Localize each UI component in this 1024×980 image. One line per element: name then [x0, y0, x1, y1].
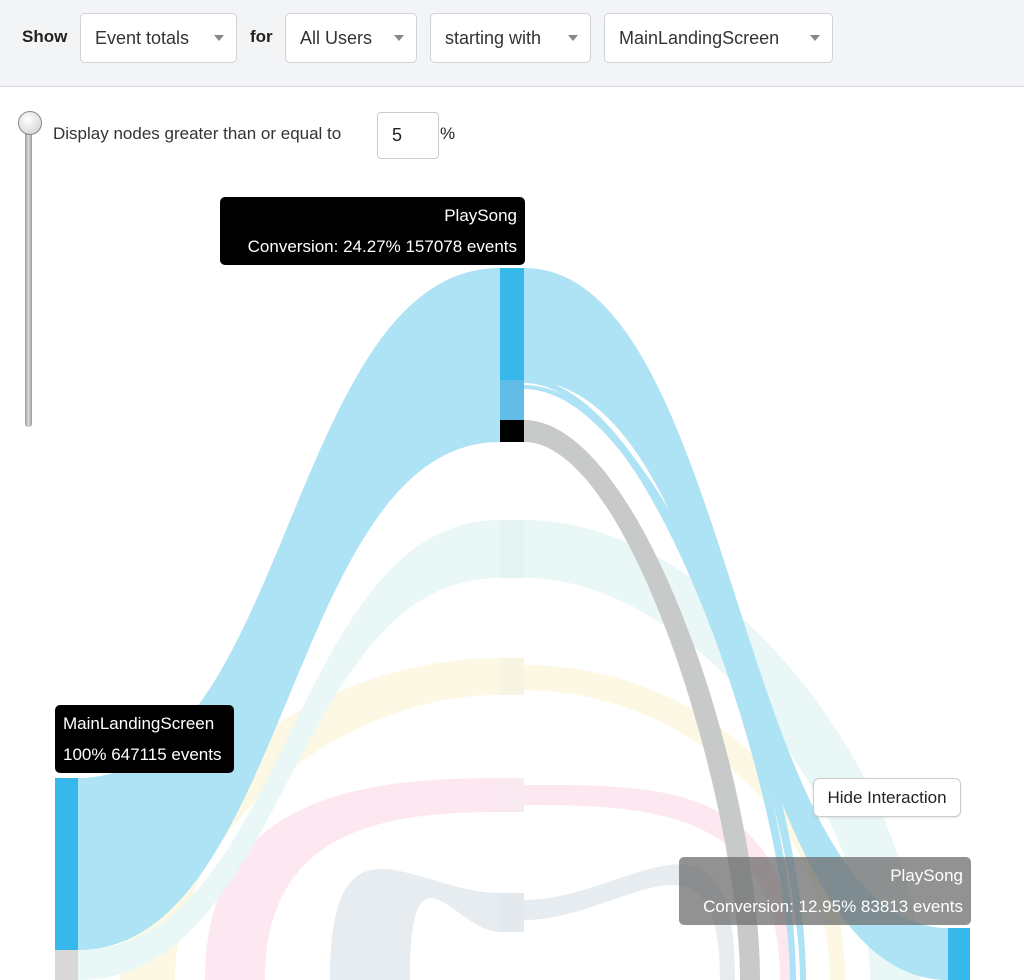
flow-playsong-exit[interactable] [524, 420, 760, 980]
node-playsong-exit[interactable] [500, 420, 524, 442]
playsong-tooltip: PlaySong Conversion: 24.27% 157078 event… [220, 197, 525, 265]
node-stats: Conversion: 24.27% 157078 events [247, 237, 517, 256]
right-playsong-tooltip: PlaySong Conversion: 12.95% 83813 events [679, 857, 971, 925]
node-name: PlaySong [890, 866, 963, 885]
threshold-label: Display nodes greater than or equal to [53, 124, 342, 143]
node-root-other[interactable] [55, 950, 78, 980]
node-greyblue[interactable] [500, 893, 524, 932]
threshold-unit: % [440, 124, 456, 143]
node-mint[interactable] [500, 520, 524, 578]
flow-root-to-playsong[interactable] [78, 268, 500, 950]
show-label: Show [22, 27, 68, 46]
node-name: MainLandingScreen [63, 714, 215, 733]
threshold-input[interactable]: 5 [377, 112, 439, 159]
node-stats: Conversion: 12.95% 83813 events [703, 897, 963, 916]
mode-value: starting with [445, 28, 542, 48]
chevron-down-icon [394, 35, 404, 41]
for-label: for [250, 27, 273, 46]
chevron-down-icon [214, 35, 224, 41]
metric-value: Event totals [95, 28, 190, 48]
mode-dropdown[interactable]: starting with [430, 13, 591, 63]
flow-playsong-to-playsong[interactable] [524, 268, 948, 980]
node-name: PlaySong [444, 206, 517, 225]
users-value: All Users [300, 28, 373, 48]
node-root[interactable] [55, 778, 78, 950]
threshold-slider-track[interactable] [25, 125, 32, 427]
chevron-down-icon [810, 35, 820, 41]
hide-interaction-button[interactable]: Hide Interaction [813, 778, 961, 817]
flow-root-to-greyblue[interactable] [330, 868, 500, 980]
node-yellow[interactable] [500, 658, 524, 695]
event-dropdown[interactable]: MainLandingScreen [604, 13, 833, 63]
root-tooltip: MainLandingScreen 100% 647115 events [55, 705, 234, 773]
flow-greyblue-out[interactable] [524, 864, 735, 980]
flow-root-to-pink[interactable] [205, 778, 500, 980]
node-playsong-sub[interactable] [500, 380, 524, 420]
flow-root-to-mint[interactable] [78, 520, 500, 980]
node-pink[interactable] [500, 778, 524, 812]
metric-dropdown[interactable]: Event totals [80, 13, 237, 63]
event-value: MainLandingScreen [619, 28, 780, 48]
threshold-slider-handle[interactable] [18, 111, 42, 135]
chevron-down-icon [568, 35, 578, 41]
node-playsong[interactable] [500, 268, 524, 380]
flow-playsong-thin-2[interactable] [524, 385, 806, 980]
node-right-playsong[interactable] [948, 928, 970, 980]
node-stats: 100% 647115 events [63, 745, 222, 764]
toolbar: Show Event totals for All Users starting… [0, 0, 1024, 87]
users-dropdown[interactable]: All Users [285, 13, 417, 63]
